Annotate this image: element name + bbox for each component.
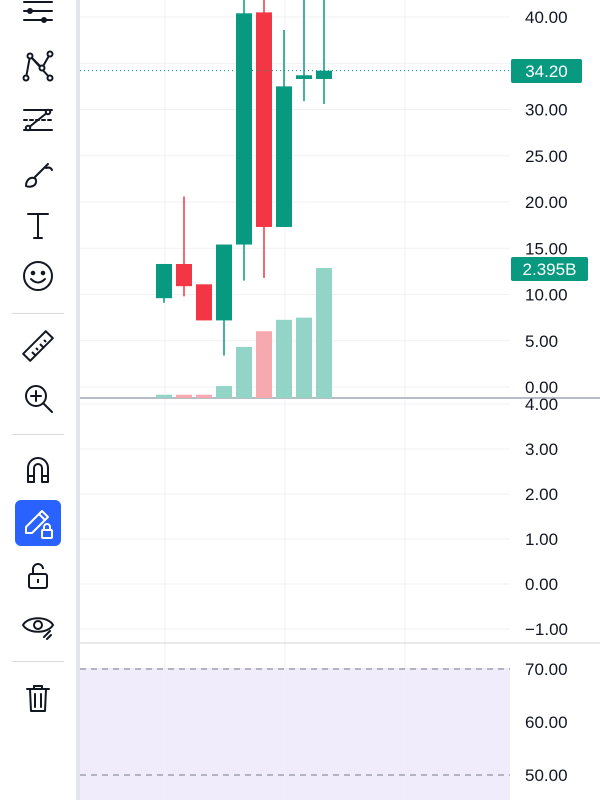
- indicator-axis-tick: −1.00: [525, 620, 568, 639]
- lock-drawing-icon[interactable]: [15, 500, 61, 546]
- price-axis-tick: 5.00: [525, 332, 558, 351]
- volume-bar: [176, 394, 192, 398]
- price-badge-bg: [511, 59, 582, 83]
- price-axis-tick: 25.00: [525, 147, 568, 166]
- volume-badge: 2.395B: [523, 260, 577, 279]
- price-badge: 34.20: [525, 62, 568, 81]
- brush-tool-icon[interactable]: [15, 151, 61, 197]
- volume-bar: [216, 386, 232, 398]
- volume-badge-bg: [511, 257, 588, 281]
- volume-bar: [196, 394, 212, 398]
- eye-icon[interactable]: [15, 602, 61, 648]
- price-axis-tick: 20.00: [525, 193, 568, 212]
- price-axis-tick: 15.00: [525, 239, 568, 258]
- volume-bar: [156, 394, 172, 398]
- forecast-tool-icon[interactable]: [15, 97, 61, 143]
- unlock-icon[interactable]: [15, 553, 61, 599]
- indicator-axis-tick: 2.00: [525, 485, 558, 504]
- drawing-toolbar: [0, 0, 76, 800]
- magnet-icon[interactable]: [15, 447, 61, 493]
- candle-body: [196, 284, 212, 321]
- price-axis-tick: 0.00: [525, 378, 558, 397]
- zoom-in-icon[interactable]: [15, 375, 61, 421]
- candle-body: [276, 86, 292, 227]
- rsi-axis-tick: 50.00: [525, 766, 568, 785]
- candle-body: [236, 13, 252, 245]
- chart-canvas[interactable]: 40.0030.0025.0020.0015.0010.005.000.004.…: [80, 0, 600, 800]
- candle-body: [216, 244, 232, 321]
- ruler-icon[interactable]: [15, 323, 61, 369]
- indicator-axis-tick: 3.00: [525, 440, 558, 459]
- toolbar-separator: [12, 434, 64, 435]
- trash-icon[interactable]: [15, 675, 61, 721]
- rsi-axis-tick: 70.00: [525, 660, 568, 679]
- candle-body: [316, 70, 332, 79]
- indicator-axis-tick: 1.00: [525, 530, 558, 549]
- emoji-tool-icon[interactable]: [15, 253, 61, 299]
- candle-body: [256, 12, 272, 227]
- volume-bar: [276, 319, 292, 398]
- price-axis-tick: 30.00: [525, 101, 568, 120]
- volume-bar: [296, 317, 312, 398]
- chart-area[interactable]: 40.00 30.00 25.00 20.00 15.00 10.00 5.00 0.00 4.…: [80, 0, 600, 800]
- toolbar-divider: [76, 0, 80, 800]
- volume-bar: [316, 268, 332, 398]
- pattern-tool-icon[interactable]: [15, 43, 61, 89]
- volume-bar: [256, 331, 272, 398]
- indicator-axis-tick: 4.00: [525, 395, 558, 414]
- toolbar-separator: [12, 661, 64, 662]
- candle-body: [156, 263, 172, 299]
- text-tool-icon[interactable]: [15, 202, 61, 248]
- toolbar-separator: [12, 313, 64, 314]
- price-axis-tick: 40.00: [525, 8, 568, 27]
- price-axis-tick: 10.00: [525, 286, 568, 305]
- volume-bar: [236, 346, 252, 398]
- candle-body: [296, 75, 312, 79]
- indicator-axis-tick: 0.00: [525, 575, 558, 594]
- rsi-band: [80, 668, 510, 800]
- trend-line-tool-icon[interactable]: [15, 0, 61, 35]
- rsi-axis-tick: 60.00: [525, 713, 568, 732]
- candle-body: [176, 263, 192, 287]
